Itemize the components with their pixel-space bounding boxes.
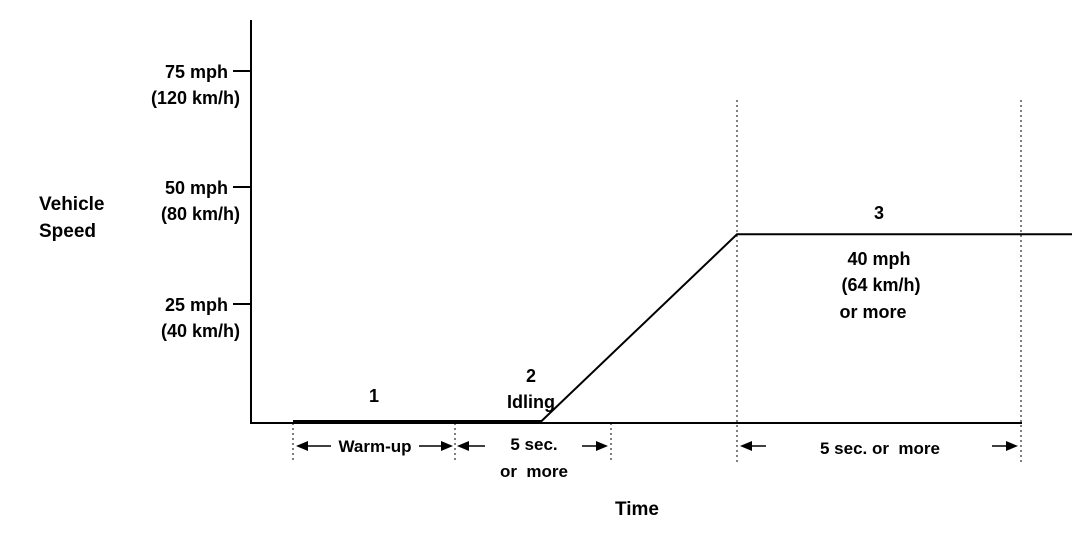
phase-3-level-line2: (64 km/h) (841, 275, 920, 295)
x-axis-label: Time (615, 499, 659, 520)
phase-3-level-line3: or more (839, 302, 906, 322)
phase-3-level-line1: 40 mph (847, 249, 910, 269)
phase-1-duration-label: Warm-up (338, 437, 411, 456)
y-tick-label-25-mph: 25 mph (165, 295, 228, 315)
speed-profile-line (293, 234, 1072, 421)
idle-arrowhead-right (596, 441, 608, 451)
idle-arrowhead-left (457, 441, 469, 451)
cruise-arrowhead-left (740, 441, 752, 451)
y-tick-label-50-kmh: (80 km/h) (161, 204, 240, 224)
y-tick-label-75-mph: 75 mph (165, 62, 228, 82)
y-tick-label-25-kmh: (40 km/h) (161, 321, 240, 341)
y-tick-label-75-kmh: (120 km/h) (151, 88, 240, 108)
phase-2-duration-line1: 5 sec. (510, 435, 557, 454)
cruise-arrowhead-right (1006, 441, 1018, 451)
phase-3-number: 3 (874, 203, 884, 223)
phase-2-duration-line2: or more (500, 462, 568, 481)
y-axis-label-line2: Speed (39, 221, 96, 242)
phase-2-number: 2 (526, 366, 536, 386)
phase-1-number: 1 (369, 386, 379, 406)
phase-2-name: Idling (507, 392, 555, 412)
y-tick-label-50-mph: 50 mph (165, 178, 228, 198)
warmup-arrowhead-left (296, 441, 308, 451)
phase-3-duration-label: 5 sec. or more (820, 439, 940, 458)
warmup-arrowhead-right (441, 441, 453, 451)
y-axis-label-line1: Vehicle (39, 194, 105, 215)
